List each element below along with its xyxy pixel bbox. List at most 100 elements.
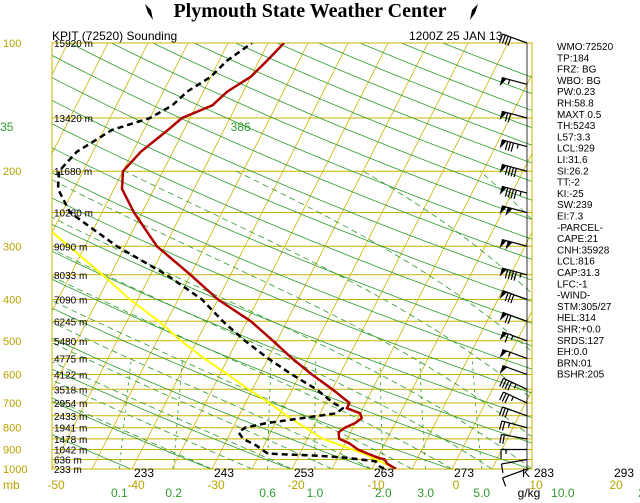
wind-barb-half (519, 273, 522, 278)
wind-barb (502, 468, 528, 487)
mixing-ratio-tick: 1.0 (307, 486, 324, 500)
wind-barb-flag (507, 166, 512, 176)
wind-barb-flag (507, 381, 513, 391)
wind-barb-half (507, 79, 511, 85)
height-tick-label: 11680 m (54, 167, 92, 178)
wind-barb-flag (504, 187, 509, 197)
height-tick-label: 636 m (54, 456, 82, 467)
height-tick-label: 233 m (54, 465, 82, 476)
axis-labels: KPIT (72520) Sounding 1200Z 25 JAN 13 10… (0, 29, 634, 492)
height-tick-label: 3518 m (54, 385, 87, 396)
pressure-tick-label: 400 (3, 294, 21, 306)
dry-adiabat (52, 123, 532, 324)
grid-layer: 0.10.20.61.02.03.05.010.020.040.0g/kg (51, 42, 640, 500)
wind-barb-flag (499, 391, 504, 401)
stability-index-line: LFC:-1 (557, 279, 588, 290)
wind-barb-flag (500, 463, 504, 473)
stability-index-line: FRZ: BG (557, 65, 597, 76)
wind-barb-half (510, 396, 514, 402)
temperature-tick-label: -50 (47, 478, 65, 492)
wind-barb-flag (507, 141, 512, 151)
pressure-tick-label: 300 (3, 241, 21, 253)
stability-index-line: BSHR:205 (557, 370, 605, 381)
wind-barb-flag (498, 33, 504, 43)
wind-barb-staff (502, 331, 528, 342)
height-tick-label: 1941 m (54, 424, 87, 435)
dry-adiabat (52, 434, 131, 469)
wind-barb-staff (501, 433, 528, 440)
wind-barb-half (513, 383, 517, 389)
height-tick-label: 15920 m (54, 39, 93, 50)
wind-barb-flag (504, 333, 509, 343)
stability-index-line: SI:26.2 (557, 166, 589, 177)
kelvin-tick-label: 283 (534, 466, 554, 480)
wind-barb (499, 185, 528, 200)
isotherm-line (371, 152, 532, 469)
wind-barb-flag (498, 406, 504, 416)
wind-barb (499, 391, 528, 404)
moist-adiabat (52, 322, 373, 469)
wind-barb-flag (507, 270, 512, 280)
dry-adiabat (52, 147, 532, 347)
wind-barb-staff (501, 76, 528, 85)
wind-barb (499, 348, 528, 359)
moist-adiabat (52, 342, 333, 469)
wind-barb-staff (501, 205, 528, 214)
isotherm-line (52, 43, 109, 155)
wind-barb (499, 290, 528, 304)
wind-barb-pennant (499, 290, 508, 300)
stability-index-line: BRN:01 (557, 358, 592, 369)
pressure-tick-label: 800 (3, 423, 21, 435)
wind-barb-half (519, 191, 522, 196)
wind-barb (498, 420, 528, 431)
wind-barb-flag (504, 35, 509, 45)
stability-index-line: EI:7.3 (557, 212, 584, 223)
wind-barb-pennant (505, 241, 513, 250)
wind-barb (499, 76, 528, 87)
wind-barb (499, 163, 528, 178)
wind-barb-pennant (499, 186, 507, 195)
wind-barb-flag (510, 294, 515, 304)
moist-adiabat (52, 361, 293, 469)
wind-barb-flag (510, 270, 515, 280)
mixing-ratio-line (629, 358, 640, 469)
stability-index-line: STM:305/27 (557, 302, 612, 313)
stability-index-line: TH:5243 (557, 121, 596, 132)
dry-adiabat (52, 250, 532, 444)
wind-barb (499, 311, 528, 325)
height-tick-label: 10280 m (54, 209, 93, 220)
height-tick-label: 13420 m (54, 114, 93, 125)
wind-barb-pennant (499, 268, 507, 277)
height-tick-label: 2954 m (54, 399, 87, 410)
isotherm-line (91, 43, 309, 469)
wind-barb-flag (501, 407, 506, 417)
sounding-curves (52, 43, 397, 469)
dry-adiabat (52, 278, 531, 469)
dry-adiabat (52, 197, 532, 394)
wind-barb-flag (507, 113, 512, 123)
wind-barb-staff (501, 238, 528, 247)
wind-barb-flag (504, 165, 509, 175)
isotherm-line (52, 43, 269, 469)
wind-barb-pennant (499, 239, 507, 249)
mixing-ratio-line (267, 358, 272, 469)
height-tick-label: 5480 m (54, 337, 87, 348)
wind-barb-flag (499, 378, 504, 387)
moist-adiabat (52, 248, 493, 469)
stability-index-line: CAPE:21 (557, 234, 599, 245)
stability-index-line: SHR:+0.0 (557, 325, 601, 336)
dry-adiabat (52, 223, 532, 419)
isotherm-line (411, 231, 532, 469)
stability-index-line: TP:184 (557, 53, 590, 64)
height-tick-label: 7090 m (54, 295, 87, 306)
wind-barb-flag (513, 168, 517, 178)
stability-index-line: TT:-2 (557, 178, 580, 189)
wind-barb (498, 406, 528, 418)
isotherm-line (171, 43, 389, 469)
wind-barb (499, 433, 528, 444)
isotherm-line (612, 43, 640, 469)
wind-barb-half (507, 422, 511, 428)
wind-barb (500, 448, 527, 459)
height-tick-label: 4122 m (54, 370, 87, 381)
isotherm-line (52, 43, 149, 234)
